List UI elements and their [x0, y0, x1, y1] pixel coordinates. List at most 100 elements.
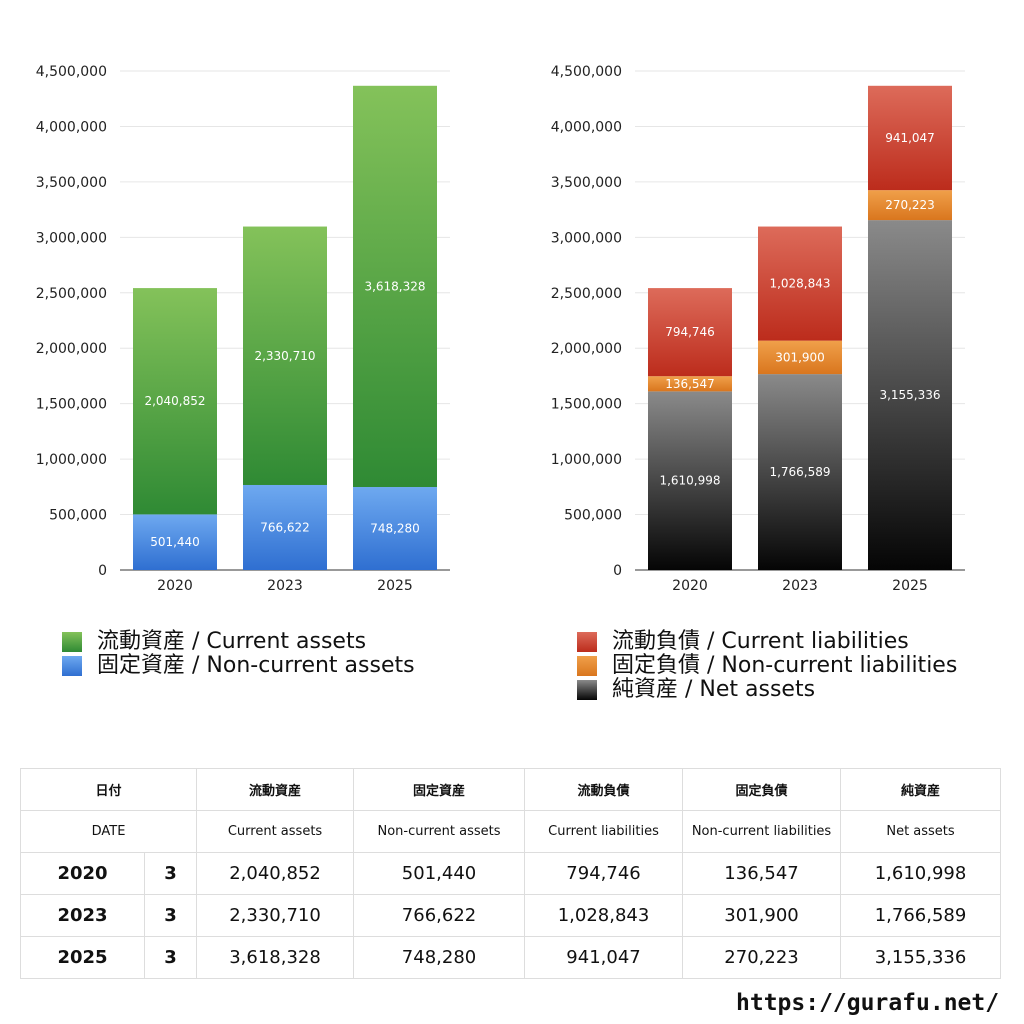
- bar-segment: [243, 226, 327, 485]
- legend-item-current-liabilities: 流動負債 / Current liabilities: [577, 630, 957, 654]
- y-tick-label: 3,000,000: [551, 230, 622, 246]
- legend-item-net-assets: 純資産 / Net assets: [577, 678, 957, 702]
- legend-label: 流動負債 / Current liabilities: [612, 629, 909, 654]
- y-tick-label: 2,000,000: [551, 341, 622, 357]
- table-year-cell: 2020: [20, 852, 145, 895]
- table-header-cell: 固定資産: [353, 768, 526, 811]
- table-header-row-en: DATE Current assets Non-current assets C…: [19, 810, 1002, 853]
- x-tick-label: 2020: [157, 578, 193, 594]
- y-tick-label: 4,000,000: [551, 119, 622, 135]
- table-header-cell: Current liabilities: [524, 810, 684, 853]
- bar-segment: [758, 340, 842, 375]
- bar-segment: [133, 288, 217, 515]
- bar-segment: [758, 374, 842, 570]
- y-tick-label: 0: [98, 563, 107, 579]
- table-row: 2023 3 2,330,710 766,622 1,028,843 301,9…: [20, 894, 1002, 937]
- table-header-cell: DATE: [19, 810, 198, 853]
- bar-segment: [353, 85, 437, 488]
- y-tick-label: 4,500,000: [36, 64, 107, 80]
- bar-segment: [648, 376, 732, 392]
- x-tick-label: 2023: [782, 578, 818, 594]
- legend-label: 固定負債 / Non-current liabilities: [612, 653, 958, 678]
- table-header-cell: 日付: [19, 768, 198, 811]
- y-tick-label: 2,500,000: [551, 286, 622, 302]
- legend-label: 固定資産 / Non-current assets: [97, 653, 415, 678]
- table-header-cell: 純資産: [840, 768, 1002, 811]
- table-cell: 2,330,710: [196, 894, 355, 937]
- bar-value-label: 748,280: [370, 522, 420, 536]
- table-cell: 3,618,328: [196, 936, 355, 979]
- site-url: https://gurafu.net/: [736, 990, 1000, 1016]
- bar-value-label: 766,622: [260, 520, 310, 534]
- y-tick-label: 4,000,000: [36, 119, 107, 135]
- assets-legend: 流動資産 / Current assets 固定資産 / Non-current…: [62, 630, 415, 678]
- bar-segment: [868, 85, 952, 191]
- liabilities-legend: 流動負債 / Current liabilities 固定負債 / Non-cu…: [577, 630, 957, 702]
- table-cell: 766,622: [353, 894, 526, 937]
- legend-item-current-assets: 流動資産 / Current assets: [62, 630, 415, 654]
- table-cell: 136,547: [682, 852, 842, 895]
- bar-value-label: 2,330,710: [254, 349, 315, 363]
- bar-value-label: 1,028,843: [769, 277, 830, 291]
- liabilities-chart: 0 500,000 1,000,000 1,500,000 2,000,000 2,500…: [551, 64, 965, 594]
- legend-item-non-current-assets: 固定資産 / Non-current assets: [62, 654, 415, 678]
- bar-value-label: 3,155,336: [879, 388, 940, 402]
- bar-value-label: 941,047: [885, 131, 935, 145]
- table-header-cell: Non-current liabilities: [682, 810, 842, 853]
- y-tick-label: 3,500,000: [551, 175, 622, 191]
- y-tick-label: 1,500,000: [551, 397, 622, 413]
- table-cell: 301,900: [682, 894, 842, 937]
- table-year-cell: 2025: [20, 936, 145, 979]
- table-header-cell: Current assets: [196, 810, 355, 853]
- table-header-cell: Net assets: [840, 810, 1002, 853]
- financial-data-table: 日付 流動資産 固定資産 流動負債 固定負債 純資産 DATE Current …: [19, 768, 1002, 979]
- bar-value-label: 1,766,589: [769, 465, 830, 479]
- bar-segment: [648, 391, 732, 570]
- y-tick-label: 1,500,000: [36, 397, 107, 413]
- table-cell: 2,040,852: [196, 852, 355, 895]
- table-header-cell: 流動資産: [196, 768, 355, 811]
- x-tick-label: 2023: [267, 578, 303, 594]
- y-tick-label: 500,000: [564, 508, 622, 524]
- bar-segment: [648, 288, 732, 377]
- bar-segment: [133, 514, 217, 570]
- bar-segment: [868, 220, 952, 571]
- y-tick-label: 1,000,000: [36, 452, 107, 468]
- bar-value-label: 136,547: [665, 377, 715, 391]
- bar-segment: [243, 484, 327, 570]
- table-cell: 1,028,843: [524, 894, 684, 937]
- x-tick-label: 2025: [377, 578, 413, 594]
- y-tick-label: 500,000: [49, 508, 107, 524]
- bar-value-label: 794,746: [665, 325, 715, 339]
- table-cell: 1,766,589: [840, 894, 1002, 937]
- bar-value-label: 270,223: [885, 198, 935, 212]
- assets-chart: 0 500,000 1,000,000 1,500,000 2,000,000 2,500…: [36, 64, 450, 594]
- table-cell: 1,610,998: [840, 852, 1002, 895]
- bar-value-label: 301,900: [775, 350, 825, 364]
- table-month-cell: 3: [143, 936, 198, 979]
- legend-item-non-current-liabilities: 固定負債 / Non-current liabilities: [577, 654, 957, 678]
- bar-value-label: 501,440: [150, 535, 200, 549]
- table-header-cell: 固定負債: [682, 768, 842, 811]
- bar-segment: [353, 487, 437, 570]
- legend-swatch-non-current-assets: [62, 656, 82, 676]
- legend-label: 流動資産 / Current assets: [97, 629, 367, 654]
- bar-value-label: 1,610,998: [659, 474, 720, 488]
- table-header-cell: 流動負債: [524, 768, 684, 811]
- table-cell: 270,223: [682, 936, 842, 979]
- table-cell: 941,047: [524, 936, 684, 979]
- table-header-row-jp: 日付 流動資産 固定資産 流動負債 固定負債 純資産: [19, 768, 1002, 811]
- legend-label: 純資産 / Net assets: [612, 677, 816, 702]
- table-year-cell: 2023: [20, 894, 145, 937]
- bar-value-label: 3,618,328: [364, 279, 425, 293]
- y-tick-label: 4,500,000: [551, 64, 622, 80]
- y-tick-label: 3,000,000: [36, 230, 107, 246]
- bar-segment: [868, 190, 952, 221]
- bar-value-label: 2,040,852: [144, 394, 205, 408]
- y-tick-label: 1,000,000: [551, 452, 622, 468]
- bar-segment: [758, 226, 842, 341]
- y-tick-label: 2,500,000: [36, 286, 107, 302]
- y-tick-label: 3,500,000: [36, 175, 107, 191]
- y-tick-label: 0: [613, 563, 622, 579]
- table-cell: 501,440: [353, 852, 526, 895]
